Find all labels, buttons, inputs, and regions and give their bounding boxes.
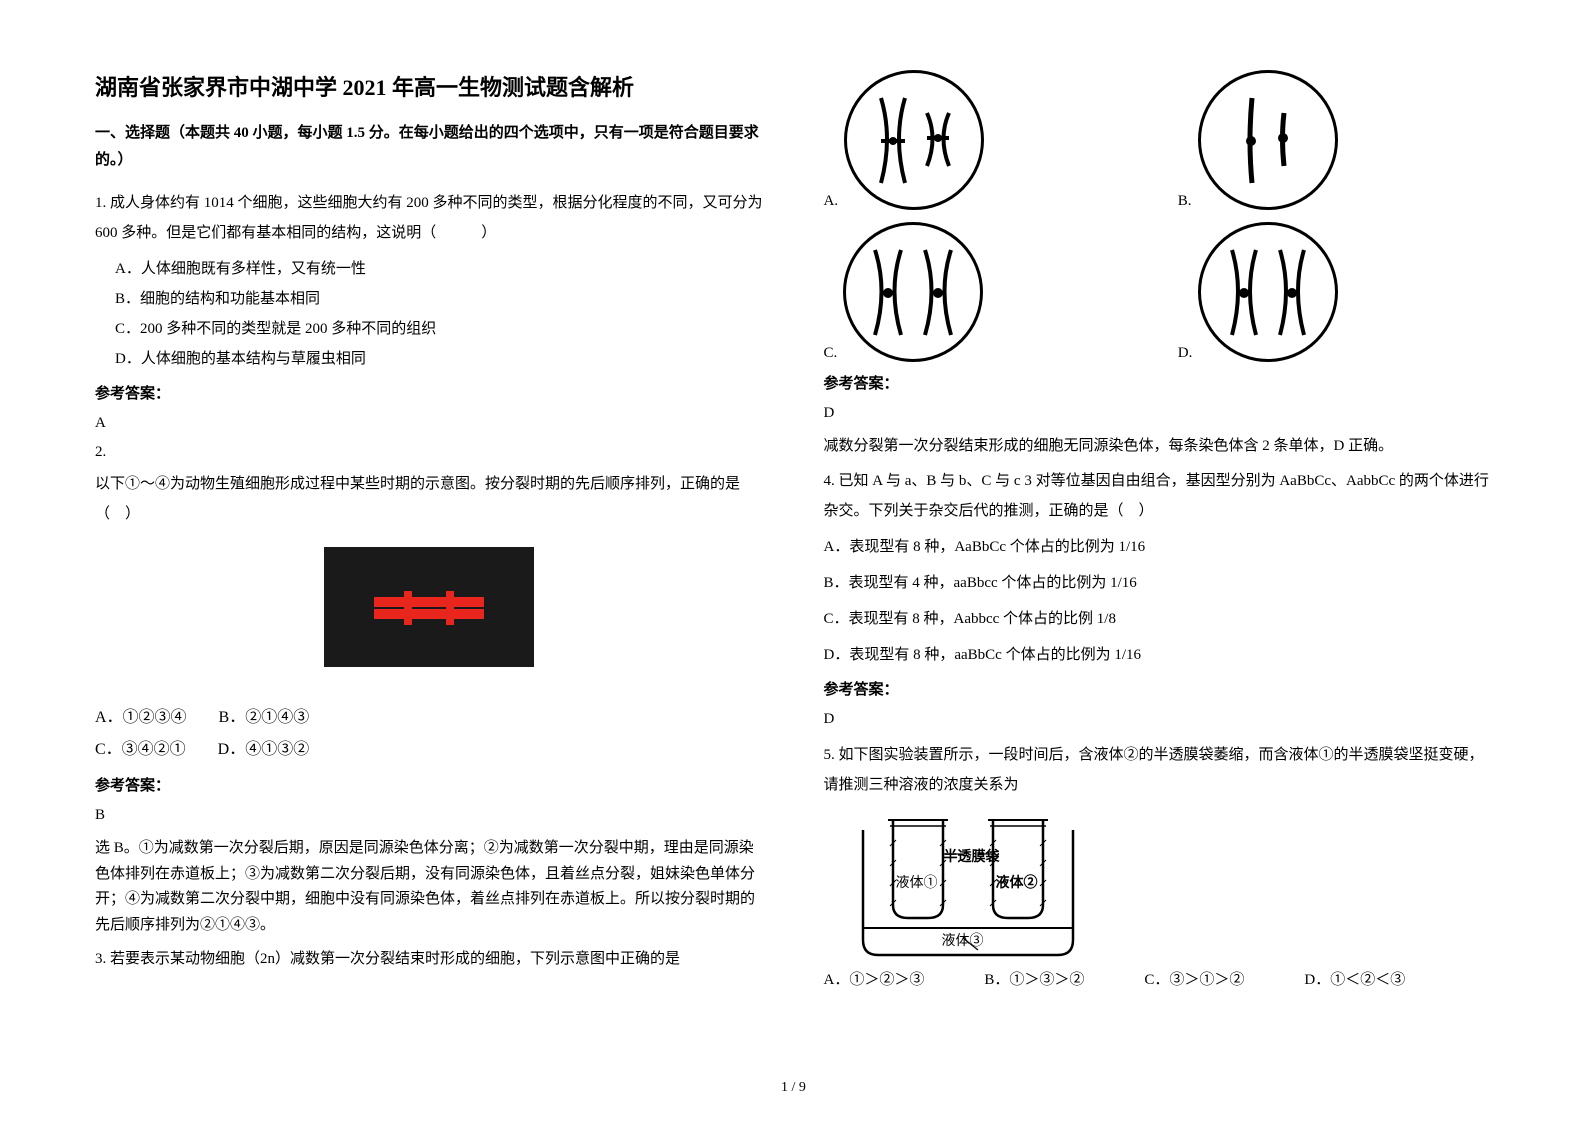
q3-label-c: C. <box>824 345 838 362</box>
leader-lines-icon <box>848 810 1088 960</box>
q2-number: 2. <box>95 444 764 461</box>
q3-cell-a: A. <box>824 70 1138 210</box>
q3-stem: 3. 若要表示某动物细胞（2n）减数第一次分裂结束时形成的细胞，下列示意图中正确… <box>95 944 764 974</box>
q2-opts-row2: C．③④②① D．④①③② <box>95 734 764 766</box>
q5-diagram: 半透膜袋 液体① 液体② 液体③ <box>848 810 1088 960</box>
section-header: 一、选择题（本题共 40 小题，每小题 1.5 分。在每小题给出的四个选项中，只… <box>95 120 764 174</box>
q5-opt-a: A．①＞②＞③ <box>824 968 925 989</box>
q5-opt-c: C．③＞①＞② <box>1144 968 1244 989</box>
cell-diagram-icon <box>1198 70 1338 210</box>
q5-opt-b: B．①＞③＞② <box>984 968 1084 989</box>
q3-answer: D <box>824 405 1493 422</box>
q1-opt-d: D．人体细胞的基本结构与草履虫相同 <box>115 344 764 374</box>
cell-diagram-icon <box>843 222 983 362</box>
q2-figure <box>95 547 764 672</box>
q5-opt-d: D．①＜②＜③ <box>1304 968 1405 989</box>
chromosome-icon <box>867 245 909 340</box>
q2-answer: B <box>95 807 764 824</box>
q2-answer-label: 参考答案： <box>95 774 764 795</box>
q1-answer-label: 参考答案： <box>95 382 764 403</box>
q3-label-b: B. <box>1178 193 1192 210</box>
cell-diagram-icon <box>844 70 984 210</box>
right-column: A. B. C. <box>824 70 1493 1082</box>
q5-options: A．①＞②＞③ B．①＞③＞② C．③＞①＞② D．①＜②＜③ <box>824 968 1493 989</box>
chromosome-icon <box>921 108 956 173</box>
left-column: 湖南省张家界市中湖中学 2021 年高一生物测试题含解析 一、选择题（本题共 4… <box>95 70 764 1082</box>
q1-opt-c: C．200 多种不同的类型就是 200 多种不同的组织 <box>115 314 764 344</box>
doc-title: 湖南省张家界市中湖中学 2021 年高一生物测试题含解析 <box>95 70 764 102</box>
q2-shape <box>374 597 484 607</box>
q4-answer-label: 参考答案： <box>824 678 1493 699</box>
page-footer: 1 / 9 <box>0 1080 1587 1096</box>
q1-opt-b: B．细胞的结构和功能基本相同 <box>115 284 764 314</box>
q3-cell-grid: A. B. C. <box>824 70 1493 362</box>
q2-opts-row1: A．①②③④ B．②①④③ <box>95 702 764 734</box>
chromosome-icon <box>1240 93 1265 188</box>
chromosome-icon <box>917 245 959 340</box>
q3-cell-d: D. <box>1178 222 1492 362</box>
q1-answer: A <box>95 415 764 432</box>
q4-opt-b: B．表现型有 4 种，aaBbcc 个体占的比例为 1/16 <box>824 568 1493 598</box>
q2-stem: 以下①～④为动物生殖细胞形成过程中某些时期的示意图。按分裂时期的先后顺序排列，正… <box>95 469 764 529</box>
q4-opt-d: D．表现型有 8 种，aaBbCc 个体占的比例为 1/16 <box>824 640 1493 670</box>
q4-opt-c: C．表现型有 8 种，Aabbcc 个体占的比例 1/8 <box>824 604 1493 634</box>
q3-answer-label: 参考答案： <box>824 372 1493 393</box>
q2-shape <box>374 609 484 619</box>
q3-explanation: 减数分裂第一次分裂结束形成的细胞无同源染色体，每条染色体含 2 条单体，D 正确… <box>824 434 1493 460</box>
two-column-layout: 湖南省张家界市中湖中学 2021 年高一生物测试题含解析 一、选择题（本题共 4… <box>95 70 1492 1082</box>
chromosome-icon <box>1224 245 1264 340</box>
q1-stem: 1. 成人身体约有 1014 个细胞，这些细胞大约有 200 多种不同的类型，根… <box>95 188 764 248</box>
q3-cell-c: C. <box>824 222 1138 362</box>
q5-stem: 5. 如下图实验装置所示，一段时间后，含液体②的半透膜袋萎缩，而含液体①的半透膜… <box>824 740 1493 800</box>
q2-shape <box>404 591 412 625</box>
q3-label-d: D. <box>1178 345 1193 362</box>
q3-label-a: A. <box>824 193 839 210</box>
q4-stem: 4. 已知 A 与 a、B 与 b、C 与 c 3 对等位基因自由组合，基因型分… <box>824 466 1493 526</box>
q1-options: A．人体细胞既有多样性，又有统一性 B．细胞的结构和功能基本相同 C．200 多… <box>95 254 764 374</box>
chromosome-icon <box>873 93 913 188</box>
q2-shape <box>446 591 454 625</box>
q2-explanation: 选 B。①为减数第一次分裂后期，原因是同源染色体分离；②为减数第一次分裂中期，理… <box>95 836 764 938</box>
q4-opt-a: A．表现型有 8 种，AaBbCc 个体占的比例为 1/16 <box>824 532 1493 562</box>
chromosome-icon <box>1272 245 1312 340</box>
q4-answer: D <box>824 711 1493 728</box>
chromosome-icon <box>1273 108 1295 173</box>
cell-diagram-icon <box>1198 222 1338 362</box>
q2-figure-box <box>324 547 534 667</box>
q3-cell-b: B. <box>1178 70 1492 210</box>
q1-opt-a: A．人体细胞既有多样性，又有统一性 <box>115 254 764 284</box>
